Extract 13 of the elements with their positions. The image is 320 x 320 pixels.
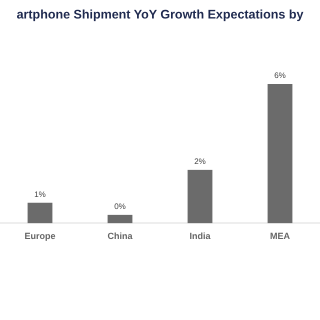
x-tick-label: MEA (270, 231, 290, 242)
chart-title: artphone Shipment YoY Growth Expectations by (16, 7, 304, 22)
x-tick-label: India (189, 231, 212, 242)
bar (108, 214, 132, 224)
x-tick-label: China (107, 231, 134, 242)
x-tick-label: Europe (24, 231, 56, 242)
data-label: 2% (194, 157, 206, 166)
bar (188, 170, 212, 224)
data-label: 1% (34, 190, 46, 199)
data-label: 6% (274, 71, 286, 80)
data-label: 0% (114, 202, 126, 212)
bar (28, 202, 52, 224)
bar (268, 84, 292, 224)
